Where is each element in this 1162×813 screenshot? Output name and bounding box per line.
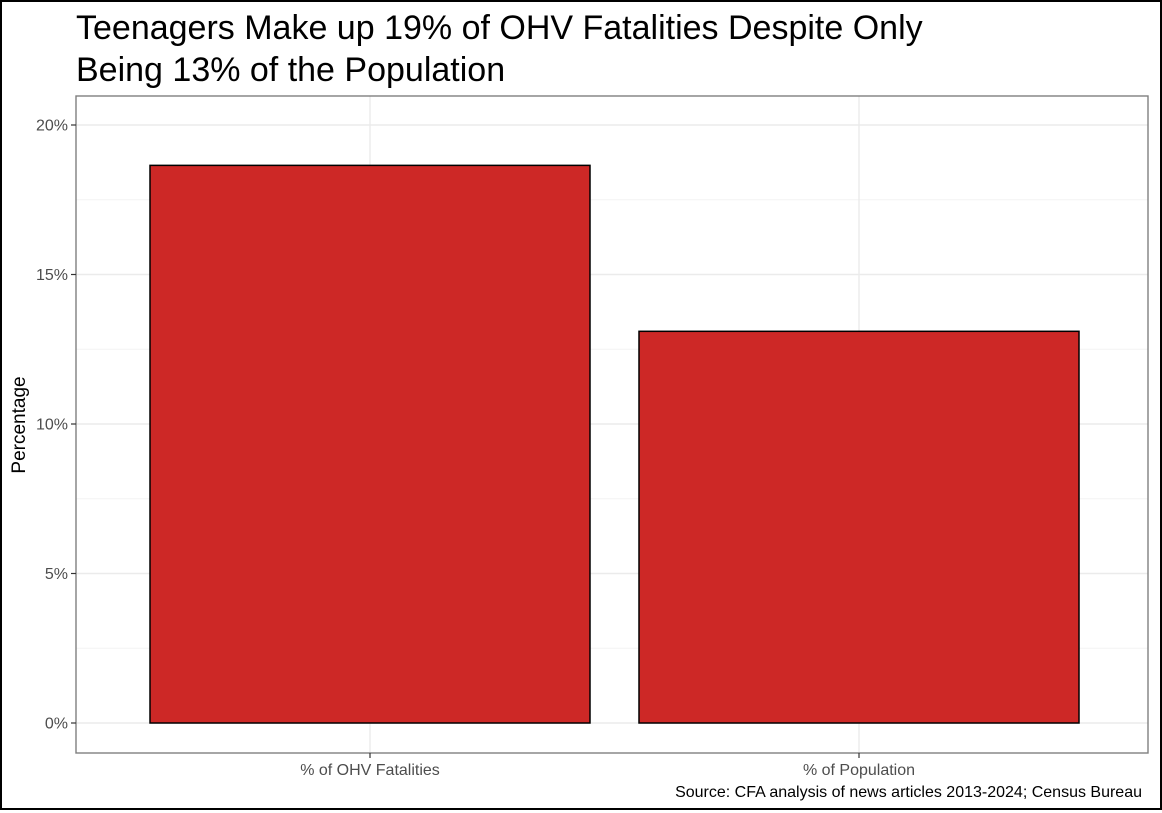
y-tick-label: 0% (45, 716, 68, 733)
y-tick-label: 15% (36, 267, 68, 284)
y-tick-label: 20% (36, 118, 68, 135)
x-tick-label: % of OHV Fatalities (300, 762, 440, 779)
bar-0 (149, 164, 591, 724)
y-axis-ticks: 0% 5% 10% 15% 20% (36, 118, 76, 733)
y-axis-label: Percentage (9, 376, 30, 473)
bar-1 (638, 330, 1080, 724)
y-tick-label: 5% (45, 566, 68, 583)
bars (149, 164, 1080, 724)
chart-title-line-2: Being 13% of the Population (76, 51, 505, 89)
x-tick-label: % of Population (803, 762, 915, 779)
y-tick-label: 10% (36, 417, 68, 434)
chart-title-line-1: Teenagers Make up 19% of OHV Fatalities … (76, 9, 923, 47)
chart-caption: Source: CFA analysis of news articles 20… (675, 784, 1142, 801)
x-axis-ticks: % of OHV Fatalities % of Population (300, 753, 915, 779)
